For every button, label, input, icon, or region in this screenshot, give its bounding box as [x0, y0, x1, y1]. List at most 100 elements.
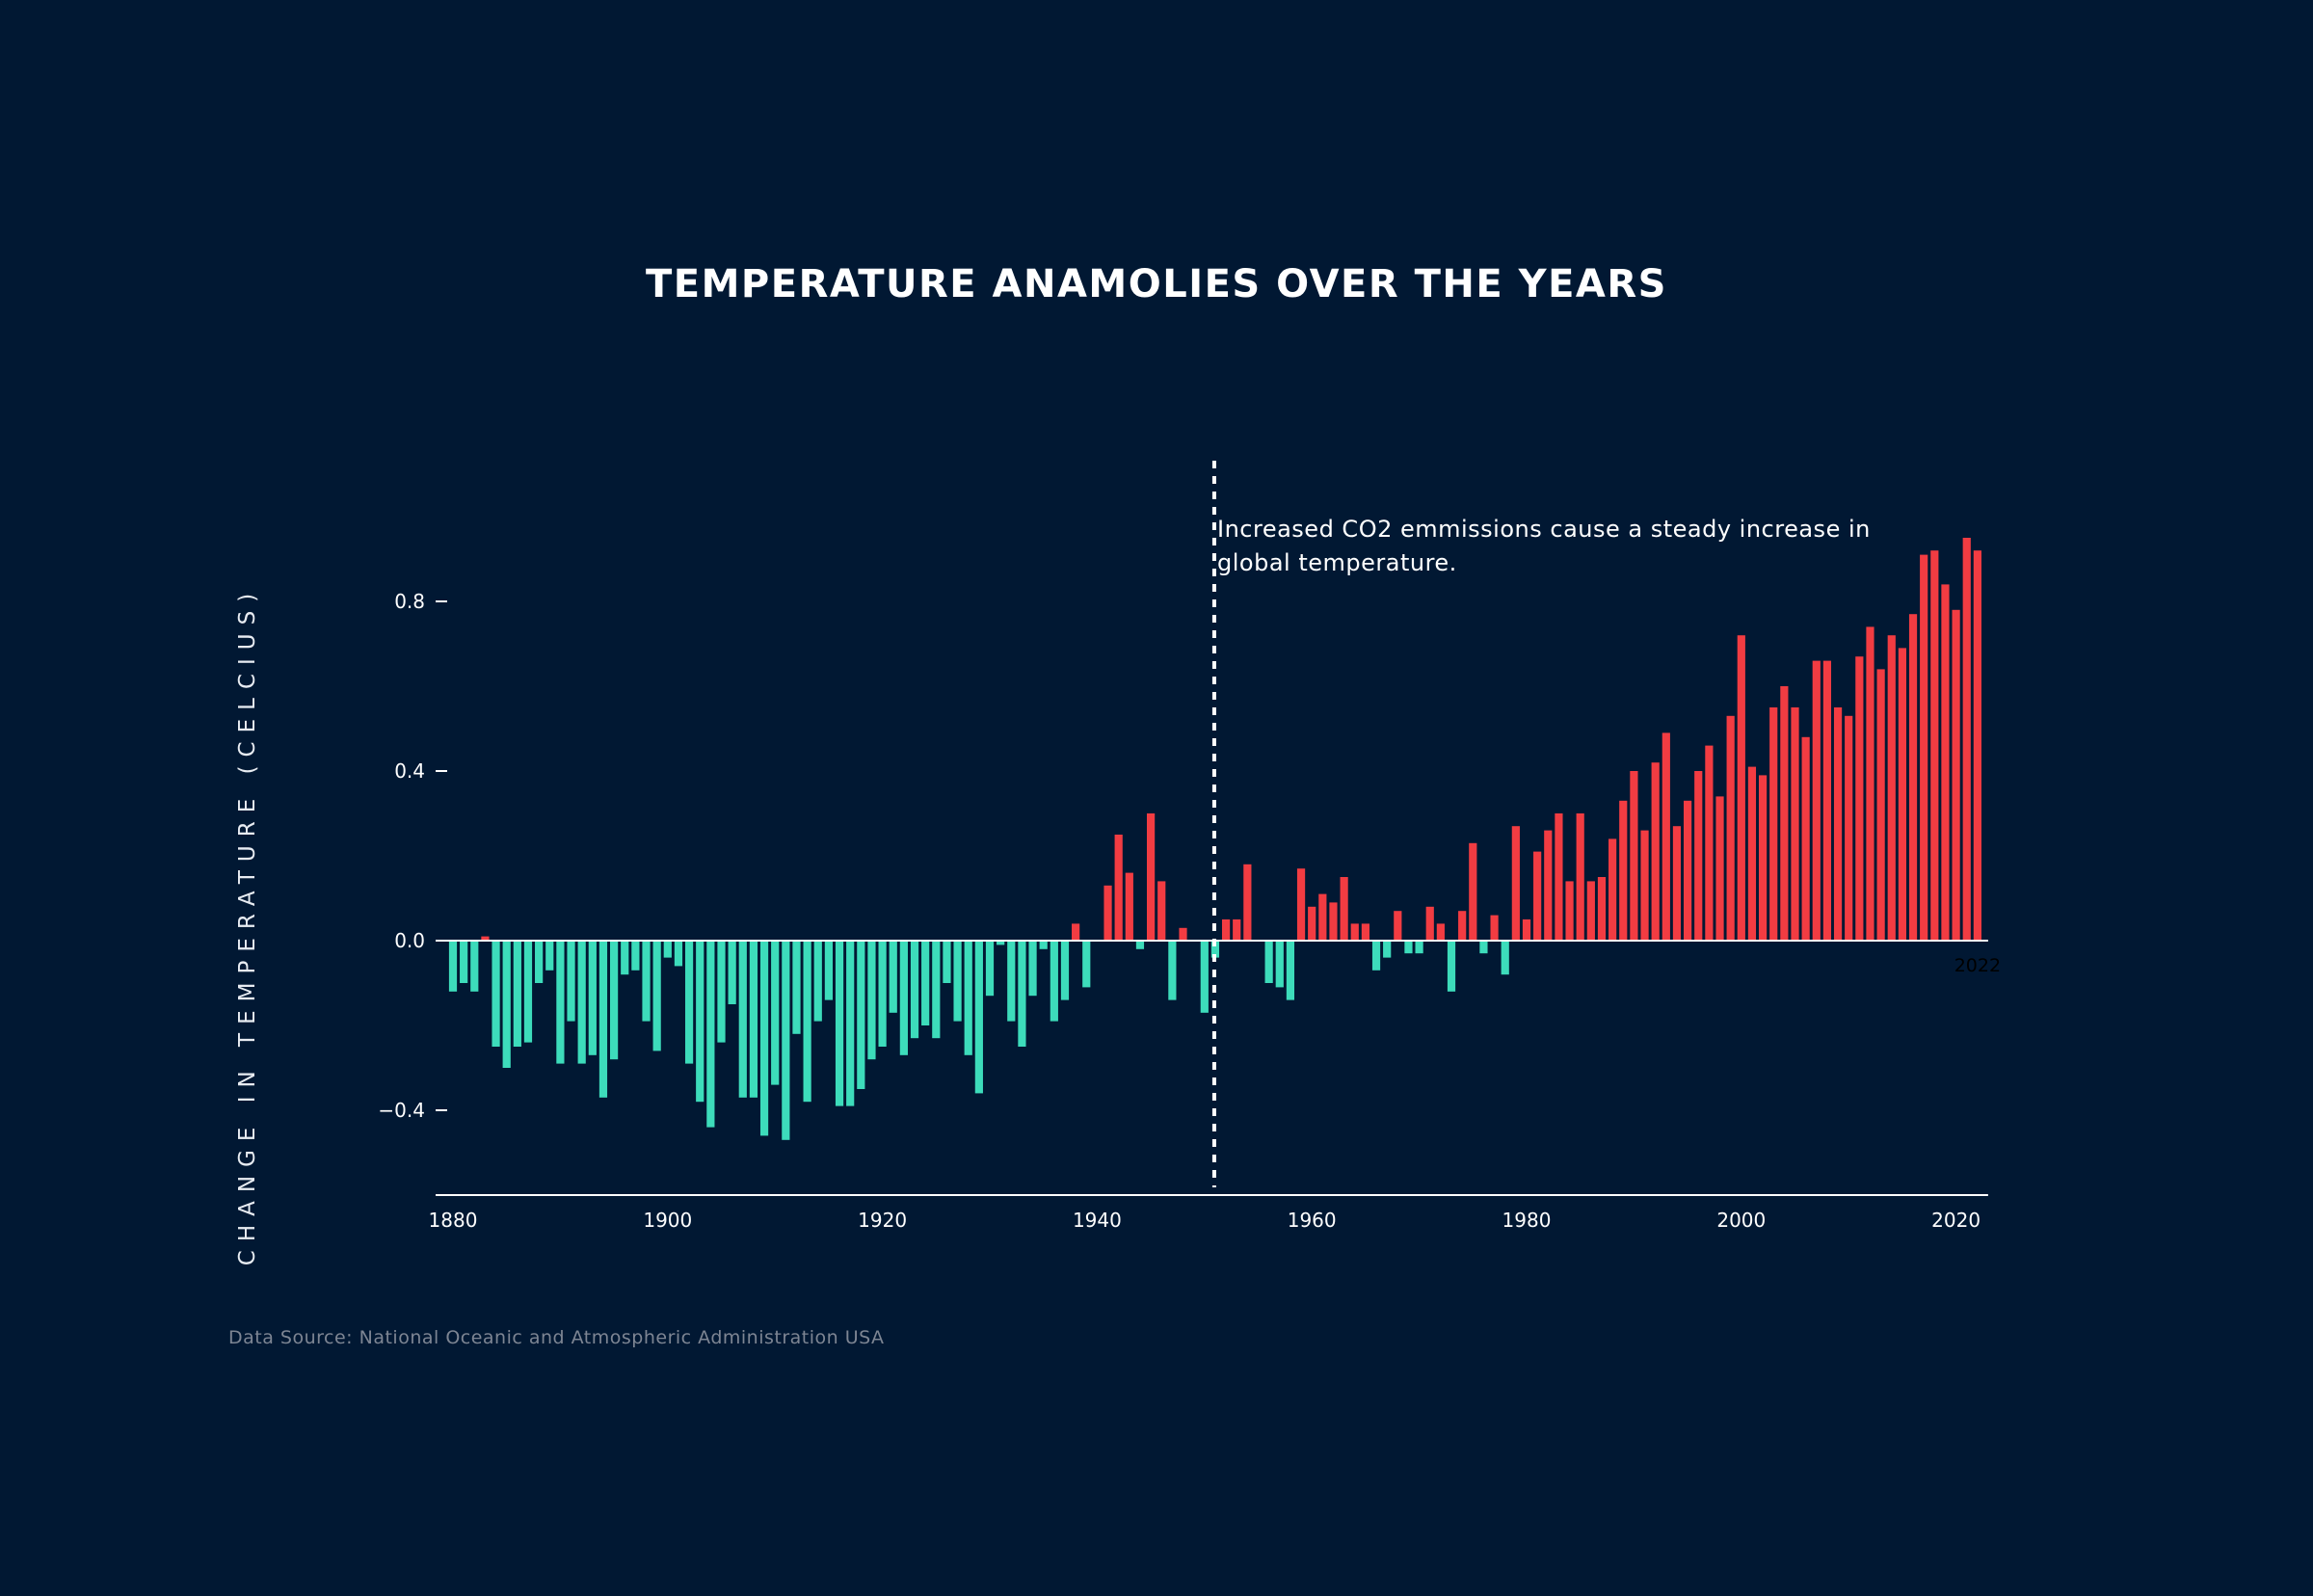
x-tick-label-1940: 1940 [1073, 1209, 1122, 1232]
bar-1972 [1436, 923, 1445, 941]
bar-1951 [1210, 941, 1220, 958]
bar-1889 [545, 941, 554, 971]
bar-1907 [738, 941, 747, 1098]
end-year-label: 2022 [1954, 955, 2001, 976]
bar-1895 [610, 941, 619, 1060]
bar-1903 [696, 941, 705, 1103]
bar-1908 [749, 941, 758, 1098]
bar-2021 [1962, 538, 1971, 941]
bar-1962 [1329, 902, 1338, 941]
bar-2008 [1822, 660, 1832, 941]
x-tick-label-1900: 1900 [643, 1209, 692, 1232]
bar-1905 [717, 941, 726, 1043]
bar-1916 [835, 941, 844, 1106]
bar-1918 [857, 941, 865, 1089]
bar-1943 [1125, 872, 1133, 941]
bar-1996 [1694, 771, 1703, 941]
bar-1924 [921, 941, 930, 1025]
x-tick-label-1880: 1880 [429, 1209, 478, 1232]
x-tick-label-1920: 1920 [858, 1209, 907, 1232]
bar-1923 [910, 941, 919, 1039]
bar-1911 [782, 941, 790, 1140]
bar-1952 [1221, 919, 1231, 941]
bar-1954 [1243, 864, 1252, 941]
bar-1981 [1533, 851, 1542, 941]
bar-1938 [1072, 923, 1080, 941]
bar-2010 [1845, 715, 1853, 941]
bar-1980 [1522, 919, 1531, 941]
bar-2000 [1737, 635, 1745, 941]
bar-1899 [652, 941, 661, 1051]
bar-1890 [556, 941, 565, 1064]
bar-1904 [706, 941, 715, 1128]
bar-2022 [1973, 550, 1981, 941]
x-tick-label-2000: 2000 [1716, 1209, 1766, 1232]
bar-1983 [1555, 813, 1563, 941]
y-tick-label-2: 0.4 [394, 759, 425, 783]
y-tick-label-0: −0.4 [378, 1099, 425, 1122]
bar-1888 [535, 941, 544, 983]
bar-1979 [1511, 826, 1520, 941]
bar-1946 [1157, 881, 1166, 941]
bar-1975 [1469, 842, 1477, 941]
bar-1941 [1103, 885, 1112, 941]
bar-1901 [674, 941, 683, 967]
bar-1984 [1565, 881, 1574, 941]
bar-1929 [974, 941, 983, 1094]
bar-1893 [588, 941, 597, 1055]
bar-1927 [953, 941, 962, 1022]
bar-2002 [1758, 775, 1768, 941]
bar-2004 [1780, 686, 1789, 941]
annotation-text: Increased CO2 emmissions cause a steady … [1217, 516, 1871, 576]
bar-1906 [728, 941, 736, 1004]
bar-1963 [1340, 877, 1348, 941]
bar-1973 [1447, 941, 1456, 992]
bar-1910 [771, 941, 780, 1085]
bar-1977 [1490, 915, 1499, 941]
bar-1925 [932, 941, 941, 1039]
bar-1897 [631, 941, 640, 971]
bar-1920 [878, 941, 887, 1047]
bar-1919 [867, 941, 876, 1060]
bar-1882 [470, 941, 479, 992]
bar-1966 [1371, 941, 1381, 971]
bar-1886 [513, 941, 521, 1047]
bar-1961 [1318, 893, 1327, 941]
bar-1982 [1544, 830, 1553, 941]
bar-1939 [1082, 941, 1091, 988]
bar-1914 [813, 941, 822, 1022]
bar-1891 [567, 941, 575, 1022]
bar-1999 [1726, 715, 1735, 941]
bar-1990 [1630, 771, 1638, 941]
y-tick-label-1: 0.0 [394, 929, 425, 952]
bar-1909 [759, 941, 769, 1136]
bar-1992 [1651, 762, 1660, 941]
bar-1985 [1576, 813, 1584, 941]
bar-1969 [1404, 941, 1413, 954]
bar-1902 [684, 941, 694, 1064]
bar-1945 [1147, 813, 1156, 941]
bar-1937 [1060, 941, 1070, 1000]
bar-1942 [1114, 835, 1123, 941]
bar-1994 [1672, 826, 1682, 941]
bar-1959 [1296, 868, 1306, 941]
bar-1987 [1597, 877, 1607, 941]
bar-1936 [1050, 941, 1058, 1022]
bar-2014 [1887, 635, 1896, 941]
bar-1896 [621, 941, 629, 975]
bar-1932 [1007, 941, 1016, 1022]
bar-2007 [1812, 660, 1821, 941]
bar-1928 [964, 941, 972, 1055]
bar-2009 [1833, 707, 1843, 941]
bar-1898 [642, 941, 651, 1022]
bar-1960 [1308, 906, 1316, 941]
bar-1956 [1264, 941, 1273, 983]
bar-2003 [1769, 707, 1778, 941]
bar-1995 [1684, 800, 1692, 941]
bar-2011 [1855, 656, 1864, 941]
bar-2013 [1876, 669, 1885, 941]
bar-1991 [1640, 830, 1649, 941]
bar-1971 [1425, 906, 1434, 941]
bar-1988 [1608, 838, 1617, 941]
